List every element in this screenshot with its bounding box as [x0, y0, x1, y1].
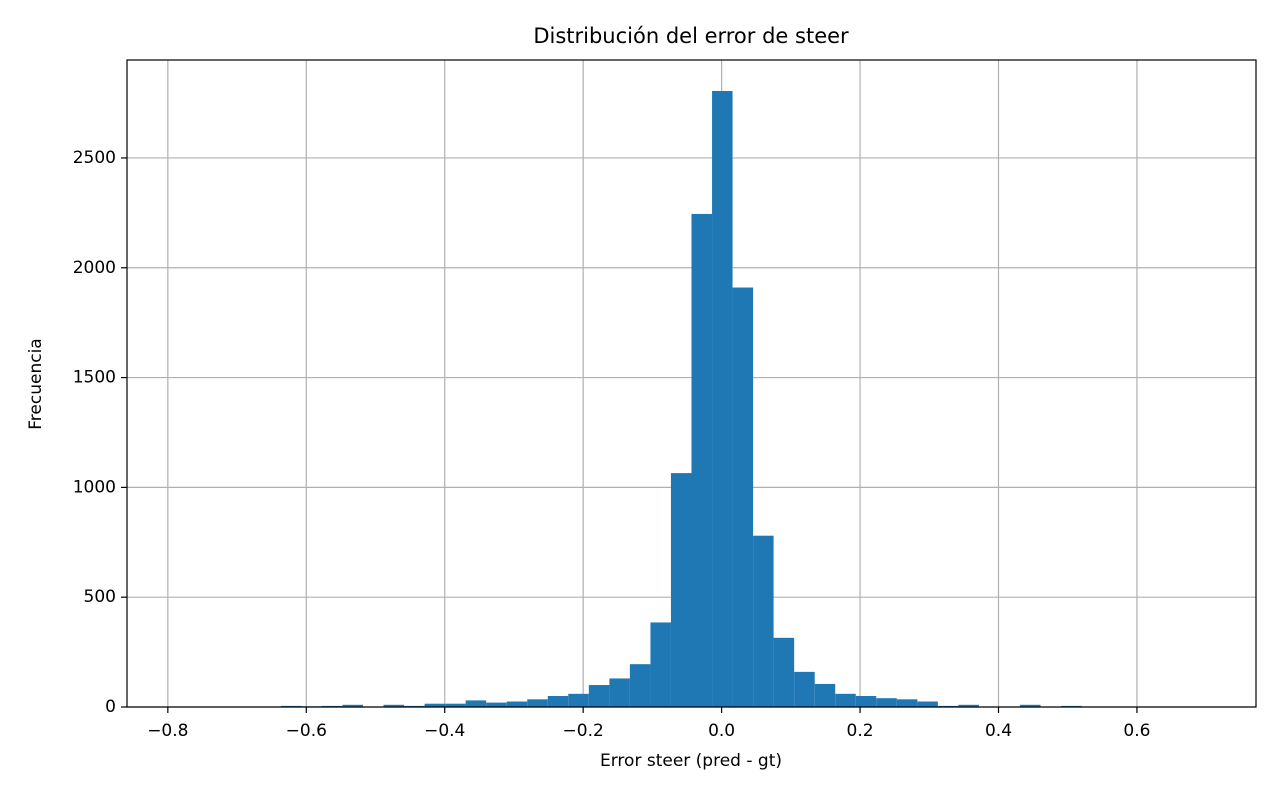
bar [547, 696, 569, 707]
bar [753, 535, 774, 707]
bar [650, 622, 671, 707]
bar [712, 90, 733, 708]
x-tick-label: −0.6 [286, 721, 327, 741]
bar [629, 664, 651, 707]
bar [794, 671, 815, 707]
bar [486, 702, 507, 707]
bar [609, 678, 630, 707]
x-tick-label: −0.8 [147, 721, 188, 741]
bar [342, 704, 363, 707]
x-axis-label: Error steer (pred - gt) [600, 751, 782, 771]
chart-title: Distribución del error de steer [533, 24, 849, 48]
bar-layer [178, 90, 1205, 708]
x-tick-label: 0.2 [847, 721, 874, 741]
x-tick-label: −0.4 [424, 721, 465, 741]
bar [876, 698, 897, 707]
bar [588, 685, 610, 707]
plot-frame [126, 59, 1257, 708]
tick-layer: −0.8 −0.6 −0.4 −0.2 0.0 0.2 0.4 0.6 0 500 1000 1500… [73, 148, 1151, 741]
y-tick-label: 1000 [73, 477, 116, 497]
x-tick-label: −0.2 [563, 721, 604, 741]
bar [691, 213, 713, 707]
bar [383, 704, 405, 707]
bar [773, 637, 795, 707]
bar [896, 699, 918, 707]
bar [670, 473, 692, 707]
bar [527, 699, 548, 707]
bar [855, 696, 877, 707]
bar [814, 683, 836, 707]
bar [732, 287, 754, 707]
y-axis-label: Frecuencia [26, 338, 46, 429]
bar [424, 703, 446, 707]
bar [506, 701, 528, 707]
bar [917, 701, 938, 707]
bar [465, 700, 487, 707]
y-tick-label: 0 [105, 697, 116, 717]
bar [1020, 704, 1041, 707]
bar [445, 703, 466, 707]
bar [958, 704, 979, 707]
bar [835, 693, 856, 707]
x-tick-label: 0.0 [708, 721, 735, 741]
y-tick-label: 2500 [73, 148, 116, 168]
bar [568, 693, 589, 707]
y-tick-label: 1500 [73, 368, 116, 388]
x-tick-label: 0.6 [1123, 721, 1150, 741]
x-tick-label: 0.4 [985, 721, 1012, 741]
y-tick-label: 500 [84, 587, 116, 607]
y-tick-label: 2000 [73, 258, 116, 278]
